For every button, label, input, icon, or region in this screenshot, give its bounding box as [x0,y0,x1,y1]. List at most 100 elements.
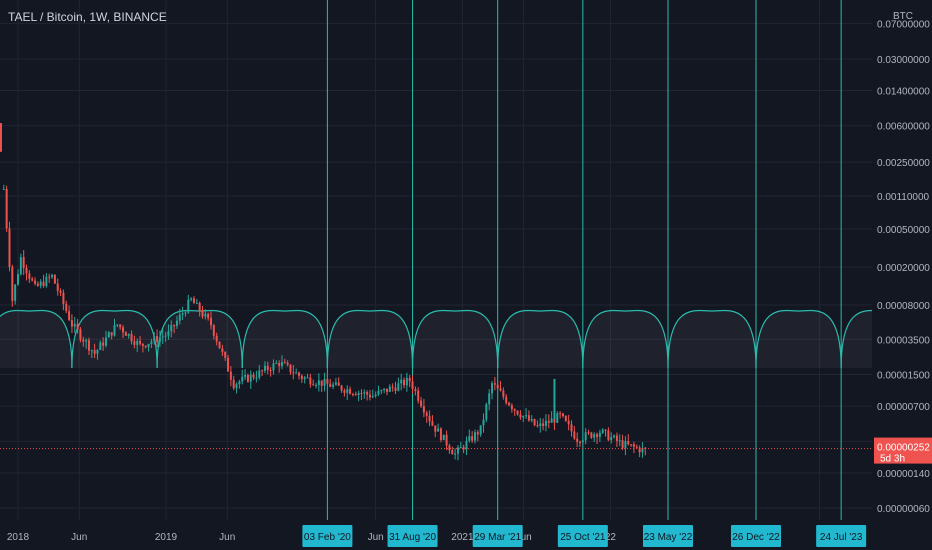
candle [417,391,419,401]
candle [162,337,164,338]
candle [514,409,516,411]
candle [610,437,612,440]
candle [397,383,399,390]
candle [77,324,79,330]
candle [167,331,169,336]
candle [196,303,198,304]
candle [241,377,243,382]
candle [477,432,479,434]
candle [474,432,476,440]
candle [122,327,124,332]
candle [556,413,558,423]
y-tick-label: 0.00110000 [877,192,930,203]
candle [82,340,84,342]
y-tick-label: 0.03000000 [877,55,930,66]
candle [79,329,81,339]
candle [216,336,218,342]
candle [338,383,340,386]
candle [11,267,13,301]
candle [199,303,201,312]
y-tick-label: 0.00000060 [877,504,930,515]
candle [85,340,87,341]
candle [534,419,536,425]
candle [409,378,411,381]
candle [287,363,289,365]
candle [582,440,584,442]
candle [267,366,269,370]
candle [173,325,175,326]
candle [292,372,294,373]
candle [590,433,592,438]
cycle-marker-label: 29 Mar '21 [474,532,521,543]
candle [17,274,19,284]
candle [258,370,260,377]
candle [289,365,291,373]
candle [230,371,232,379]
candle [559,413,561,414]
candle [429,416,431,422]
candle [182,313,184,314]
cycle-arc-fill [498,310,583,368]
candle [43,282,45,286]
candle [96,350,98,354]
candle [250,375,252,382]
candle [193,298,195,303]
candle [204,314,206,317]
candle [553,418,555,422]
candle [62,293,64,304]
cycle-marker-label: 23 May '22 [644,532,693,543]
candle [3,189,5,190]
y-axis-background [872,0,932,550]
candle [233,380,235,388]
candle [176,321,178,326]
candle [244,375,246,377]
candle [380,390,382,391]
candle [51,275,53,277]
candle [573,431,575,438]
candle [159,337,161,342]
candle [304,378,306,380]
candle [238,382,240,385]
candle [298,373,300,376]
candle [531,419,533,420]
currency-label: BTC [893,11,913,22]
x-axis[interactable]: 2018Jun2019JunJun2021Jun22J03 Feb '2031 … [0,520,932,550]
candle [295,373,297,374]
candle [596,434,598,437]
candle [358,393,360,395]
candle [94,350,96,353]
candle [386,389,388,392]
candle [536,425,538,426]
candle [91,350,93,351]
candle [329,384,331,387]
y-axis[interactable]: 0.150000000.070000000.030000000.01400000… [872,0,932,550]
candle [605,430,607,431]
y-tick-label: 0.00250000 [877,158,930,169]
candle [491,383,493,393]
candle [579,442,581,443]
candle [45,277,47,286]
candle [619,440,621,441]
candle [184,313,186,314]
cycle-marker-label: 26 Dec '22 [732,532,780,543]
candle [403,380,405,386]
candle [528,415,530,420]
candle [471,436,473,440]
candle [624,441,626,448]
candle [278,363,280,366]
cycle-arc-fill [157,310,242,368]
candle [519,414,521,417]
x-tick-label: Jun [368,532,384,543]
candle [170,325,172,331]
candle [60,291,62,293]
candle [465,441,467,450]
candle [565,416,567,421]
candle [613,436,615,438]
candle [14,285,16,301]
cycle-marker-lines [327,0,841,520]
candle [434,425,436,431]
candle [352,394,354,395]
y-tick-label: 0.00000700 [877,402,930,413]
candle [443,435,445,440]
